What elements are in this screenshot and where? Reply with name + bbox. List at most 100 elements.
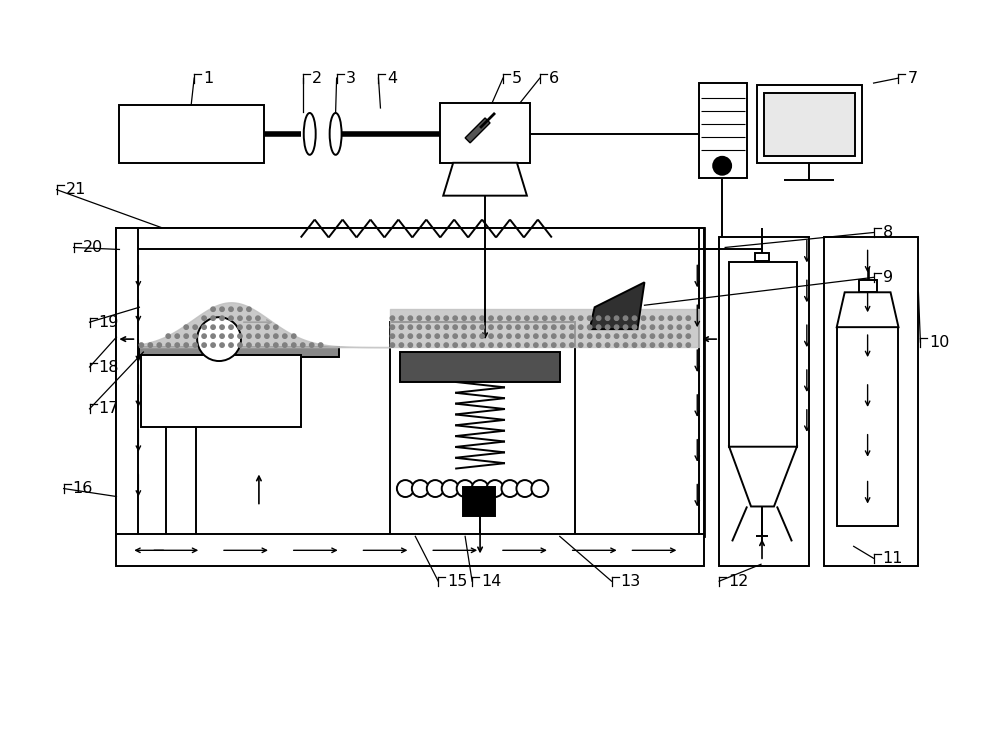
Circle shape	[487, 480, 503, 497]
Circle shape	[211, 316, 215, 321]
Bar	[699, 83, 747, 178]
Circle shape	[623, 325, 628, 329]
Circle shape	[256, 334, 260, 338]
Circle shape	[247, 307, 251, 312]
Circle shape	[641, 325, 646, 329]
Circle shape	[650, 343, 655, 347]
Circle shape	[686, 316, 690, 321]
Circle shape	[516, 334, 520, 338]
Circle shape	[427, 480, 444, 497]
Circle shape	[229, 325, 233, 329]
Bar	[699, 228, 704, 537]
Circle shape	[453, 343, 457, 347]
Circle shape	[175, 334, 179, 338]
Circle shape	[605, 325, 610, 329]
Text: 6: 6	[549, 71, 559, 85]
Circle shape	[543, 325, 547, 329]
Circle shape	[623, 316, 628, 321]
Circle shape	[614, 343, 619, 347]
Bar	[824, 237, 918, 566]
Circle shape	[605, 316, 610, 321]
Bar	[729, 262, 797, 447]
Circle shape	[489, 343, 493, 347]
Circle shape	[238, 325, 242, 329]
Circle shape	[632, 334, 637, 338]
Circle shape	[139, 343, 144, 347]
Circle shape	[650, 325, 655, 329]
Circle shape	[677, 316, 682, 321]
Circle shape	[265, 334, 269, 338]
Circle shape	[570, 316, 574, 321]
Circle shape	[256, 343, 260, 347]
Circle shape	[238, 307, 242, 312]
Circle shape	[525, 334, 529, 338]
Bar	[440, 103, 530, 163]
Circle shape	[408, 343, 413, 347]
Circle shape	[659, 334, 664, 338]
Circle shape	[202, 316, 206, 321]
Circle shape	[531, 480, 548, 497]
Circle shape	[193, 334, 197, 338]
Circle shape	[256, 316, 260, 321]
Circle shape	[211, 325, 215, 329]
Circle shape	[444, 334, 448, 338]
Circle shape	[157, 343, 161, 347]
Circle shape	[525, 325, 529, 329]
Circle shape	[318, 343, 323, 347]
Circle shape	[561, 334, 565, 338]
Circle shape	[265, 343, 269, 347]
Circle shape	[220, 343, 224, 347]
Bar	[719, 237, 809, 566]
Circle shape	[256, 325, 260, 329]
Circle shape	[211, 343, 215, 347]
Circle shape	[211, 334, 215, 338]
Text: 10: 10	[929, 335, 950, 349]
Circle shape	[166, 334, 170, 338]
Circle shape	[166, 343, 170, 347]
Text: 7: 7	[907, 71, 918, 85]
Circle shape	[507, 325, 511, 329]
Text: 12: 12	[728, 573, 749, 589]
Circle shape	[457, 480, 474, 497]
Bar	[141, 355, 301, 427]
Circle shape	[632, 343, 637, 347]
Circle shape	[498, 325, 502, 329]
Circle shape	[274, 343, 278, 347]
Circle shape	[265, 325, 269, 329]
Ellipse shape	[330, 113, 342, 155]
Bar	[116, 228, 704, 249]
Bar	[400, 352, 560, 382]
Circle shape	[274, 325, 278, 329]
Circle shape	[525, 343, 529, 347]
Circle shape	[605, 343, 610, 347]
Text: 4: 4	[387, 71, 398, 85]
Circle shape	[507, 334, 511, 338]
Circle shape	[229, 343, 233, 347]
Circle shape	[274, 334, 278, 338]
Circle shape	[596, 334, 601, 338]
Text: 18: 18	[99, 360, 119, 374]
Circle shape	[247, 343, 251, 347]
Circle shape	[561, 325, 565, 329]
Circle shape	[471, 316, 475, 321]
Circle shape	[552, 316, 556, 321]
Circle shape	[579, 334, 583, 338]
Circle shape	[498, 316, 502, 321]
Circle shape	[677, 325, 682, 329]
Circle shape	[417, 334, 421, 338]
Circle shape	[399, 343, 404, 347]
Circle shape	[677, 334, 682, 338]
Circle shape	[310, 343, 314, 347]
Ellipse shape	[304, 113, 316, 155]
Circle shape	[471, 343, 475, 347]
Circle shape	[561, 343, 565, 347]
Circle shape	[229, 334, 233, 338]
Bar	[116, 534, 704, 566]
Circle shape	[417, 343, 421, 347]
Circle shape	[399, 334, 404, 338]
Circle shape	[238, 316, 242, 321]
Circle shape	[444, 316, 448, 321]
Circle shape	[247, 325, 251, 329]
Circle shape	[614, 325, 619, 329]
Circle shape	[480, 343, 484, 347]
